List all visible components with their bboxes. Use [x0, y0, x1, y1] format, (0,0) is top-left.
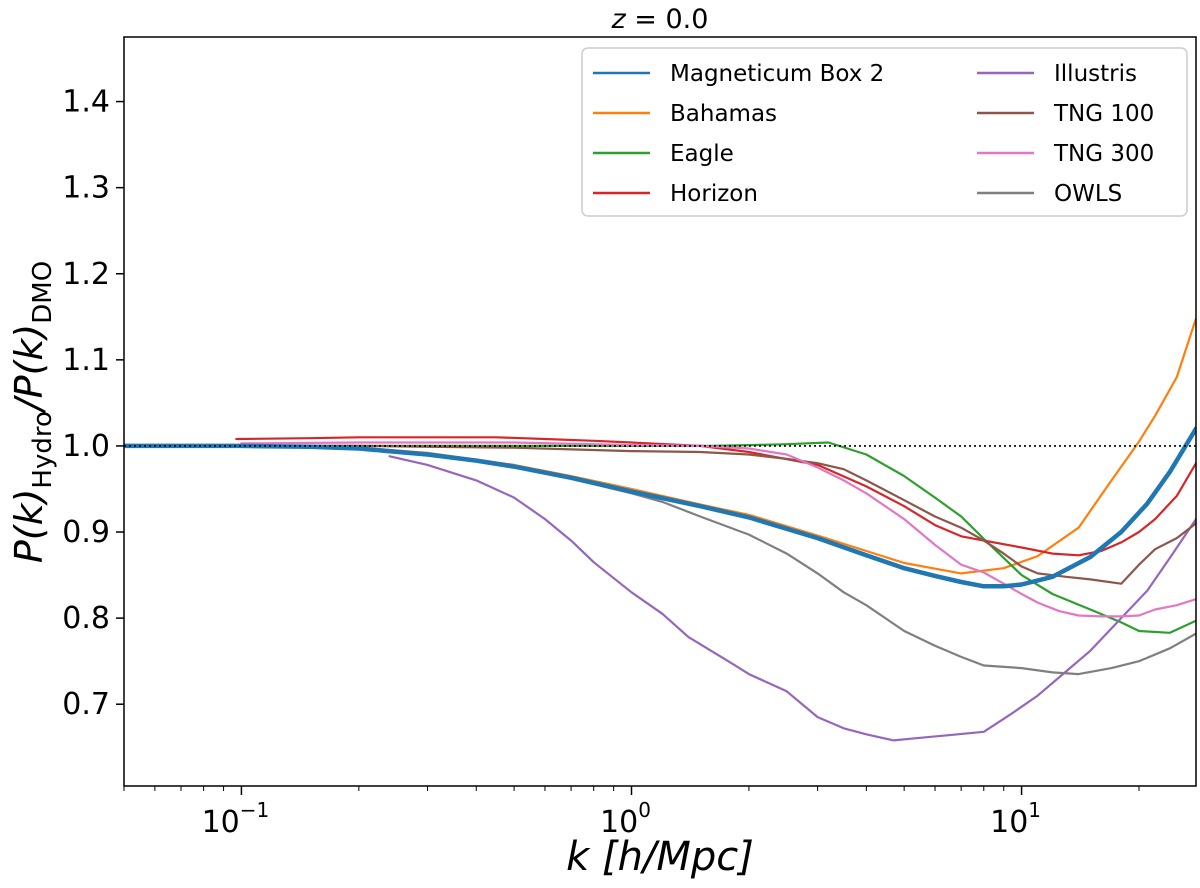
series-line-magneticum-box-2	[124, 426, 1196, 589]
x-axis-label: k [h/Mpc]	[566, 834, 754, 880]
y-tick-label-4: 1.1	[62, 343, 110, 378]
x-tick-label-0: 10−1	[202, 798, 270, 840]
series-line-tng-300	[240, 441, 1196, 618]
legend-label-tng-100: TNG 100	[1053, 101, 1154, 127]
legend-label-illustris: Illustris	[1054, 61, 1137, 87]
y-tick-label-7: 1.4	[62, 85, 110, 120]
chart-title: z = 0.0	[611, 4, 709, 35]
series-line-tng-100	[240, 444, 1196, 585]
legend: Magneticum Box 2 Bahamas Eagle Horizon Illus…	[581, 47, 1188, 217]
x-axis: 10−1 100 101	[123, 786, 1140, 840]
y-tick-label-1: 0.8	[62, 601, 110, 636]
series-line-owls	[240, 444, 1196, 676]
y-tick-label-2: 0.9	[62, 515, 110, 550]
y-axis: 0.7 0.8 0.9 1.0 1.1 1.2 1.3 1.4	[62, 85, 124, 722]
legend-label-owls: OWLS	[1054, 181, 1122, 207]
y-tick-label-0: 0.7	[62, 687, 110, 722]
x-tick-label-2: 101	[990, 798, 1041, 840]
plot-frame	[123, 36, 1197, 787]
legend-label-bahamas: Bahamas	[670, 101, 777, 127]
x-tick-label-1: 100	[600, 798, 651, 840]
series-layer	[124, 317, 1196, 742]
y-tick-label-6: 1.3	[62, 171, 110, 206]
series-line-illustris	[388, 455, 1196, 742]
legend-label-eagle: Eagle	[670, 141, 734, 167]
y-tick-label-3: 1.0	[62, 429, 110, 464]
series-line-horizon	[235, 436, 1196, 557]
y-tick-label-5: 1.2	[62, 257, 110, 292]
series-line-eagle	[240, 441, 1196, 634]
legend-label-magneticum-box-2: Magneticum Box 2	[670, 61, 884, 87]
legend-label-tng-300: TNG 300	[1053, 141, 1154, 167]
y-axis-label: P(k)Hydro​/P(k)DMO​	[7, 261, 58, 563]
legend-label-horizon: Horizon	[670, 181, 758, 207]
legend-box	[581, 47, 1188, 217]
